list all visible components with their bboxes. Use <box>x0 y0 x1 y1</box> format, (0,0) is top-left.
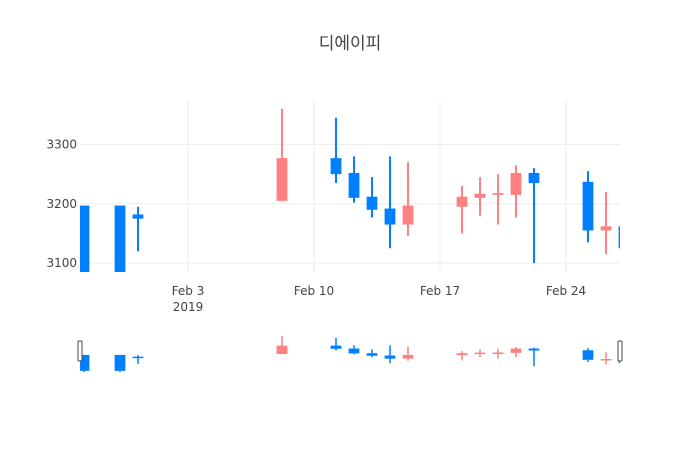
range-slider-right-handle[interactable] <box>617 340 623 362</box>
candle-body <box>80 205 90 272</box>
slider-candle <box>456 351 468 361</box>
slider-candle <box>474 349 486 357</box>
slider-candle <box>80 354 90 372</box>
slider-candle <box>132 355 144 364</box>
candle-body <box>366 196 378 210</box>
candle <box>618 226 620 249</box>
range-slider-preview <box>80 336 620 372</box>
x-axis: Feb 3 2019 Feb 10 Feb 17 Feb 24 <box>172 284 587 314</box>
candle <box>510 165 522 218</box>
candle-body <box>132 214 144 219</box>
range-slider-left-handle[interactable] <box>77 340 83 362</box>
slider-candle <box>276 336 288 354</box>
y-tick-label: 3200 <box>46 197 77 211</box>
candle-body <box>618 226 620 249</box>
candle <box>492 174 504 225</box>
slider-candle <box>348 345 360 355</box>
gridlines <box>80 100 620 272</box>
slider-candle <box>510 347 522 358</box>
candle-body <box>528 172 540 184</box>
slider-candle <box>384 345 396 364</box>
candle-body <box>402 205 414 225</box>
candle <box>80 205 90 272</box>
candle <box>366 177 378 218</box>
candle-body <box>582 181 594 231</box>
candle <box>582 171 594 243</box>
slider-candle <box>330 337 342 351</box>
x-tick-sublabel: 2019 <box>173 300 204 314</box>
slider-candle <box>600 352 612 365</box>
candle-body <box>384 208 396 225</box>
candle <box>114 205 126 272</box>
y-tick-label: 3300 <box>46 137 77 151</box>
candle <box>528 168 540 264</box>
candle-body <box>492 193 504 195</box>
range-slider[interactable] <box>77 336 629 372</box>
slider-candle <box>366 349 378 358</box>
candle-body <box>114 205 126 272</box>
x-tick-label: Feb 10 <box>294 284 334 298</box>
candle-body <box>276 158 288 201</box>
slider-candle <box>114 354 126 372</box>
candle <box>276 108 288 201</box>
x-tick-label: Feb 3 <box>172 284 205 298</box>
candle-series <box>80 108 620 272</box>
candle-body <box>474 193 486 198</box>
x-tick-label: Feb 24 <box>546 284 586 298</box>
candle-body <box>456 196 468 207</box>
candle <box>600 191 612 255</box>
candle <box>384 156 396 249</box>
candle <box>132 206 144 252</box>
candle <box>456 186 468 234</box>
slider-candle <box>402 346 414 361</box>
y-axis: 3100 3200 3300 <box>46 137 77 270</box>
candle <box>474 177 486 216</box>
candle-body <box>600 226 612 231</box>
candle-body <box>330 158 342 175</box>
slider-candle <box>492 348 504 359</box>
candle <box>330 117 342 184</box>
candle <box>348 156 360 203</box>
slider-candle <box>528 347 540 367</box>
chart-title: 디에이피 <box>319 34 382 54</box>
x-tick-label: Feb 17 <box>420 284 460 298</box>
candle-body <box>348 172 360 198</box>
candle-body <box>510 172 522 195</box>
slider-candle <box>582 348 594 363</box>
candle <box>402 162 414 236</box>
y-tick-label: 3100 <box>46 256 77 270</box>
